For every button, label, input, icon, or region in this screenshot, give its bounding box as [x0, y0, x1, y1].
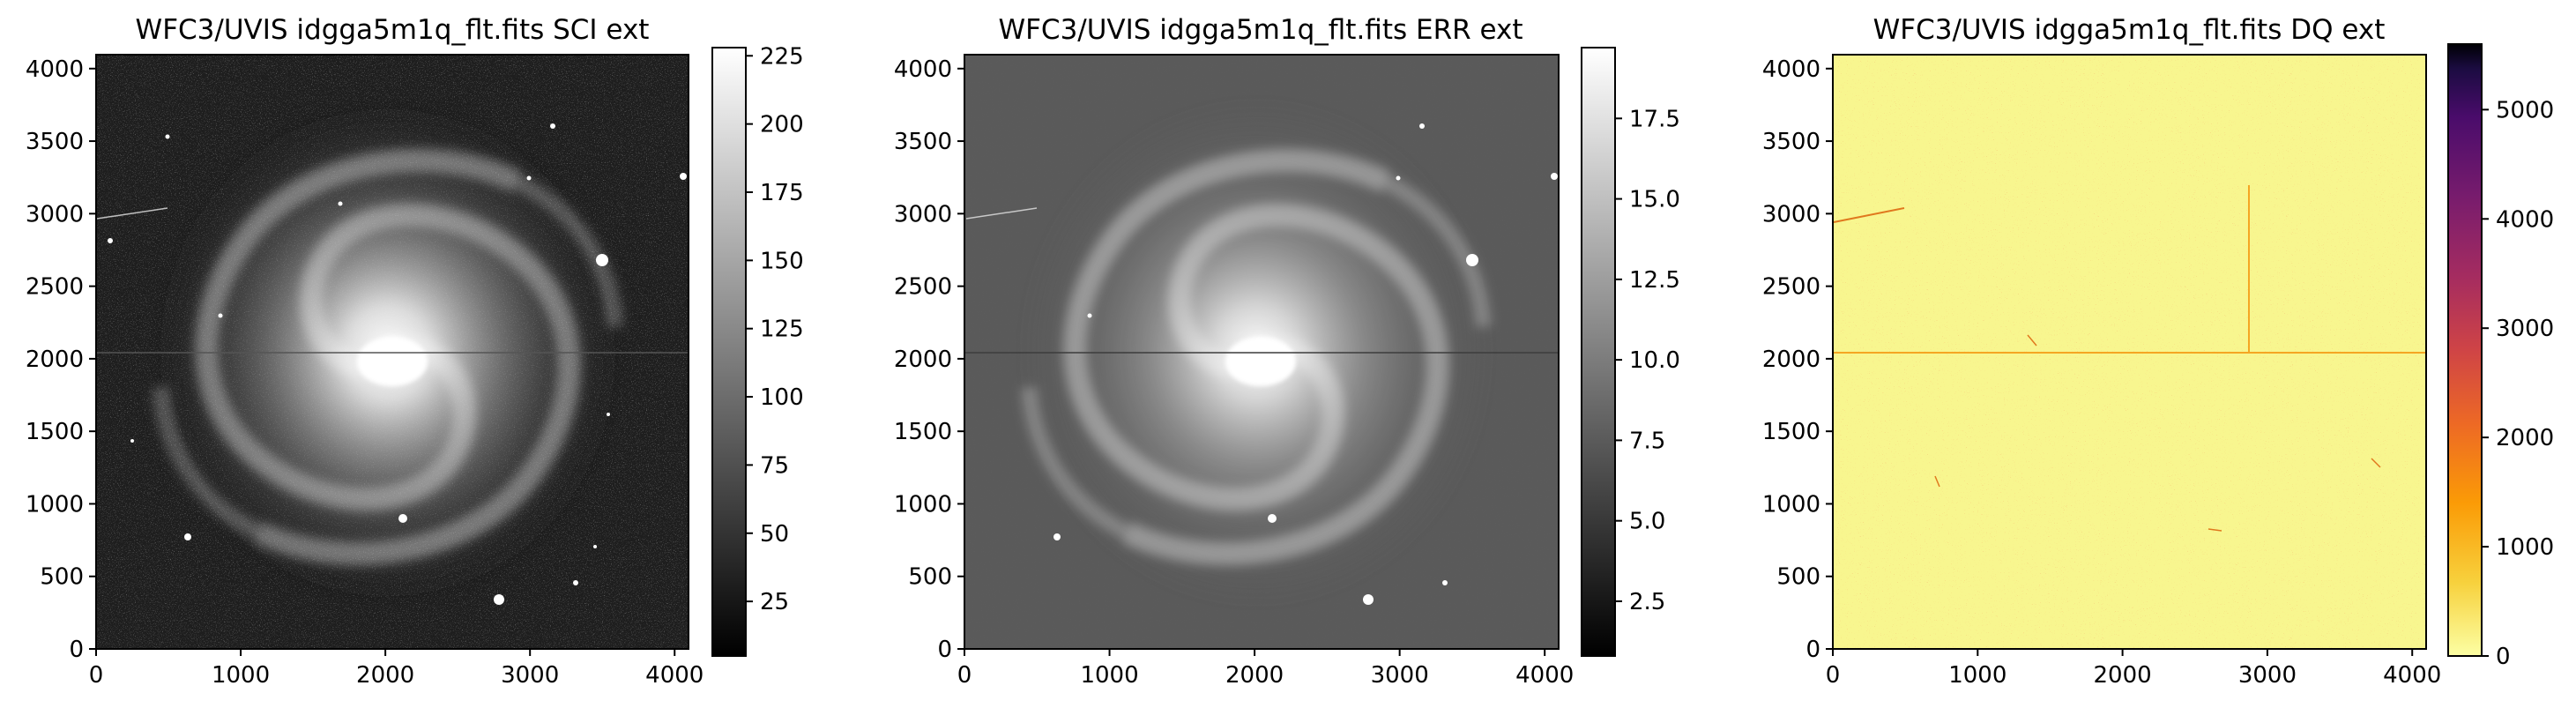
- tick-layer: 0 1000 2000 3000 400005001000150020002500300…: [26, 43, 2554, 689]
- panel-dq-x-tick-label: 1000: [1948, 662, 2006, 689]
- panel-dq-colorbar: [2447, 43, 2483, 657]
- panel-sci-y-tick-label: 1000: [26, 491, 84, 518]
- panel-err-y-tick-label: 1500: [894, 419, 952, 445]
- panel-err-x-tick-label: 4000: [1515, 662, 1574, 689]
- panel-dq-x-tick-label: 4000: [2383, 662, 2441, 689]
- panel-dq-colorbar-tick-label: 1000: [2496, 534, 2554, 561]
- panel-dq-colorbar-tick-label: 0: [2496, 644, 2511, 670]
- panel-err-y-tick-label: 3500: [894, 129, 952, 155]
- panel-err-colorbar-tick-label: 15.0: [1629, 187, 1680, 213]
- panel-sci-x-tick-label: 0: [89, 662, 104, 689]
- panel-sci-y-tick-label: 3000: [26, 201, 84, 227]
- panel-sci-colorbar-tick-label: 50: [760, 521, 789, 548]
- panel-dq-title: WFC3/UVIS idgga5m1q_flt.fits DQ ext: [1873, 14, 2386, 46]
- panel-err-x-tick-label: 1000: [1080, 662, 1138, 689]
- panel-err-y-tick-label: 2000: [894, 347, 952, 373]
- panel-err-x-tick-label: 0: [957, 662, 972, 689]
- panel-dq-y-tick-label: 3500: [1762, 129, 1820, 155]
- panel-sci-colorbar-tick-label: 150: [760, 248, 804, 274]
- panel-sci-title: WFC3/UVIS idgga5m1q_flt.fits SCI ext: [136, 14, 650, 46]
- panel-sci-colorbar-tick-label: 100: [760, 384, 804, 411]
- panel-err-y-tick-label: 2500: [894, 274, 952, 301]
- panel-err-colorbar-tick-label: 17.5: [1629, 106, 1680, 132]
- panel-err-colorbar-tick-label: 2.5: [1629, 589, 1665, 615]
- panel-sci-colorbar-tick-label: 125: [760, 317, 804, 343]
- panel-err-colorbar-tick-label: 12.5: [1629, 267, 1680, 294]
- panel-sci-y-tick-label: 2000: [26, 347, 84, 373]
- panel-dq: WFC3/UVIS idgga5m1q_flt.fits DQ ext: [1832, 14, 2483, 657]
- panel-dq-colorbar-tick-label: 3000: [2496, 316, 2554, 342]
- panel-dq-y-tick-label: 0: [1805, 637, 1820, 663]
- panel-err-x-tick-label: 2000: [1225, 662, 1284, 689]
- panel-err-x-tick-label: 3000: [1371, 662, 1429, 689]
- panel-err-colorbar-tick-label: 7.5: [1629, 428, 1665, 454]
- panel-err-y-tick-label: 1000: [894, 491, 952, 518]
- panel-sci-y-tick-label: 1500: [26, 419, 84, 445]
- panel-sci-colorbar-tick-label: 75: [760, 452, 789, 479]
- panel-sci-y-tick-label: 3500: [26, 129, 84, 155]
- panel-err-y-tick-label: 0: [937, 637, 952, 663]
- panel-dq-y-tick-label: 500: [1776, 564, 1820, 591]
- panel-sci-colorbar: [711, 47, 747, 657]
- panel-dq-y-tick-label: 4000: [1762, 56, 1820, 83]
- panel-dq-image: [1833, 55, 2426, 649]
- panel-sci-colorbar-tick-label: 25: [760, 589, 789, 615]
- panel-err-colorbar: [1581, 47, 1616, 657]
- panel-sci-x-tick-label: 3000: [501, 662, 559, 689]
- panel-sci-colorbar-tick-label: 175: [760, 180, 804, 206]
- panel-dq-colorbar-tick-label: 2000: [2496, 425, 2554, 451]
- panel-sci-colorbar-tick-label: 200: [760, 112, 804, 138]
- panel-sci-colorbar-tick-label: 225: [760, 43, 804, 70]
- panel-sci-x-tick-label: 4000: [645, 662, 704, 689]
- panel-sci-x-tick-label: 2000: [356, 662, 414, 689]
- panel-err: WFC3/UVIS idgga5m1q_flt.fits ERR ext: [964, 14, 1616, 657]
- panel-sci-y-tick-label: 500: [40, 564, 84, 591]
- panel-sci: WFC3/UVIS idgga5m1q_flt.fits SCI ext: [95, 14, 747, 657]
- panel-sci-y-tick-label: 2500: [26, 274, 84, 301]
- panel-dq-axes-frame: [1832, 54, 2427, 650]
- panel-dq-colorbar-tick-label: 5000: [2496, 97, 2554, 123]
- panel-err-y-tick-label: 4000: [894, 56, 952, 83]
- panel-err-title: WFC3/UVIS idgga5m1q_flt.fits ERR ext: [998, 14, 1523, 46]
- panel-err-image: [964, 55, 1559, 649]
- panel-sci-image: [96, 55, 689, 649]
- panel-err-y-tick-label: 3000: [894, 201, 952, 227]
- panel-dq-y-tick-label: 1000: [1762, 491, 1820, 518]
- panel-sci-x-tick-label: 1000: [212, 662, 270, 689]
- panel-err-axes-frame: [964, 54, 1560, 650]
- panel-dq-x-tick-label: 3000: [2238, 662, 2297, 689]
- panel-dq-y-tick-label: 2000: [1762, 347, 1820, 373]
- panel-err-colorbar-tick-label: 10.0: [1629, 347, 1680, 374]
- panel-err-colorbar-tick-label: 5.0: [1629, 509, 1665, 535]
- panel-dq-y-tick-label: 3000: [1762, 201, 1820, 227]
- panel-dq-y-tick-label: 2500: [1762, 274, 1820, 301]
- panel-err-y-tick-label: 500: [908, 564, 952, 591]
- panel-dq-colorbar-tick-label: 4000: [2496, 206, 2554, 233]
- panel-sci-y-tick-label: 0: [69, 637, 84, 663]
- panel-dq-x-tick-label: 2000: [2094, 662, 2152, 689]
- panel-dq-x-tick-label: 0: [1826, 662, 1841, 689]
- panel-sci-y-tick-label: 4000: [26, 56, 84, 83]
- panel-dq-y-tick-label: 1500: [1762, 419, 1820, 445]
- panel-sci-axes-frame: [95, 54, 689, 650]
